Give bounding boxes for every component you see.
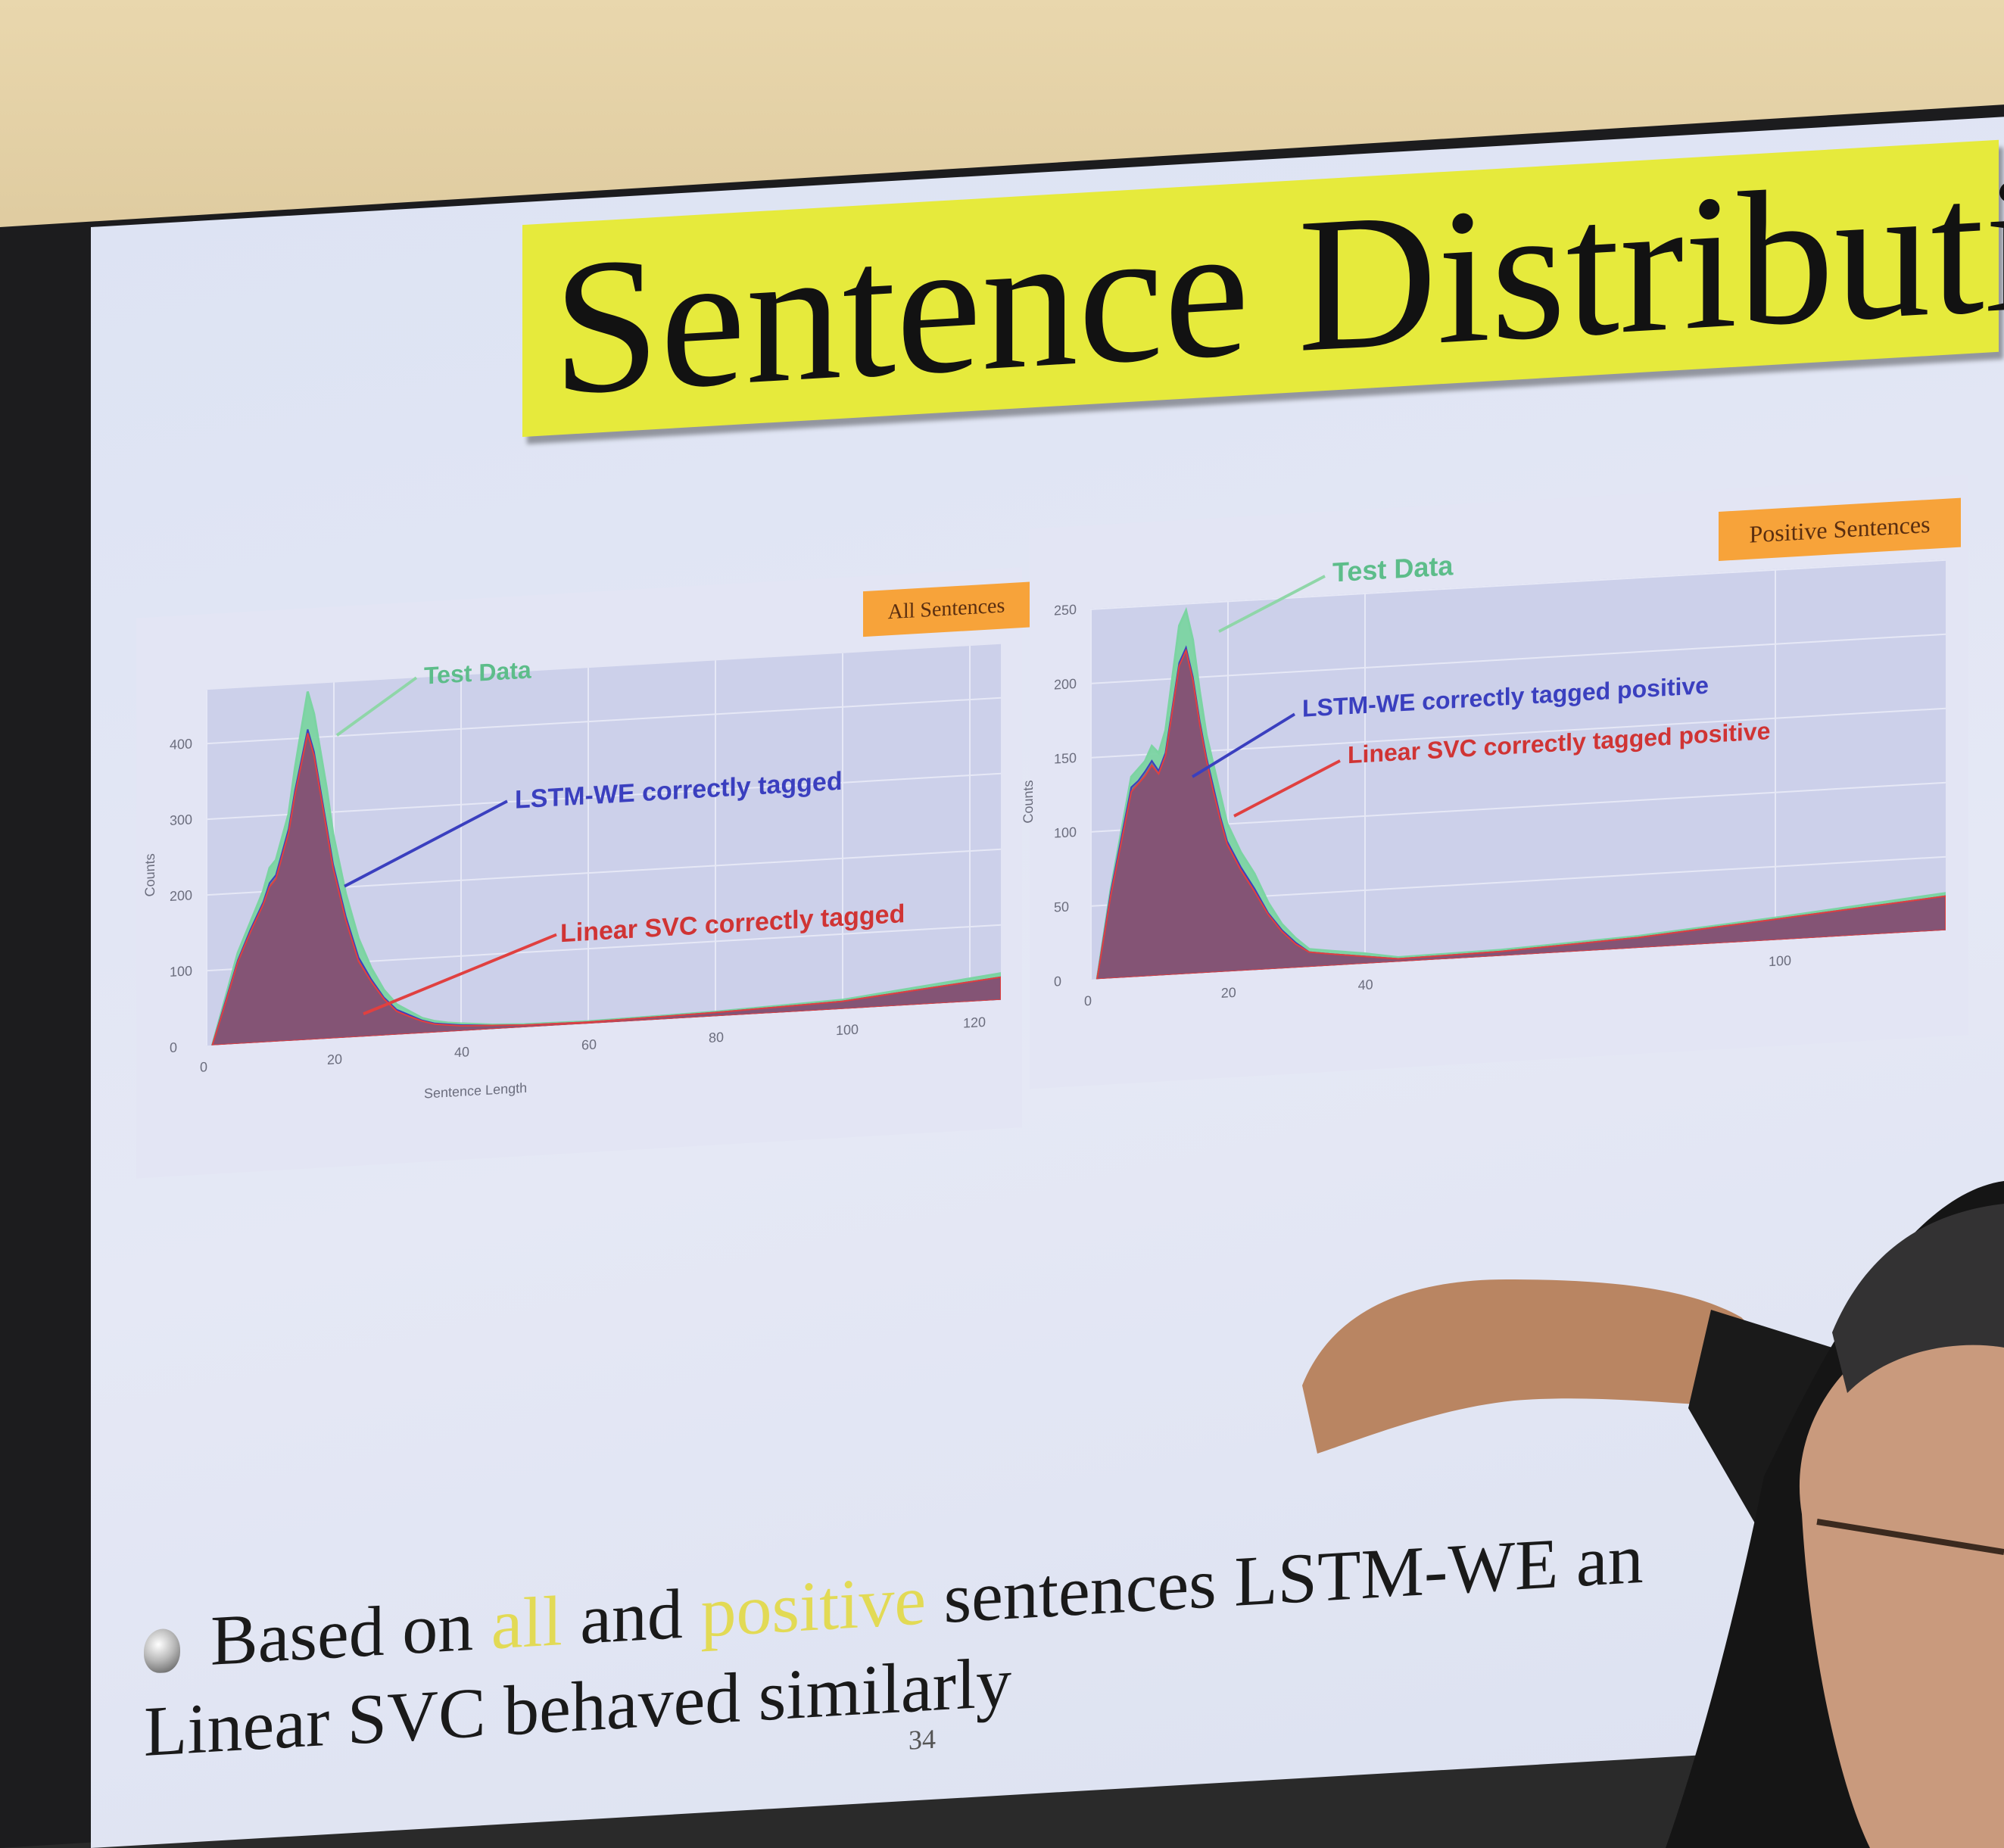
chart-positive-sentences: 0 20 40 100 0 50 100 150 200 250 Positive Sentenc…: [1021, 475, 1968, 1089]
presenter-glasses: [1816, 1519, 2004, 1555]
plot-area-positive: [1090, 559, 1946, 980]
area-series-svc: [1095, 648, 1946, 980]
slide: Sentence Distribution 0 20 40 60 80 100 120 0 10…: [91, 116, 2004, 1848]
presenter-hair: [1832, 1204, 2004, 1393]
area-series-svc: [211, 733, 1001, 1046]
presenter-arm: [1302, 1279, 1787, 1454]
plot-area-all: [206, 644, 1001, 1046]
presenter-face: [1799, 1314, 2004, 1848]
chart-svg-positive: [1095, 606, 1946, 980]
chart-svg-all: [210, 690, 1001, 1046]
